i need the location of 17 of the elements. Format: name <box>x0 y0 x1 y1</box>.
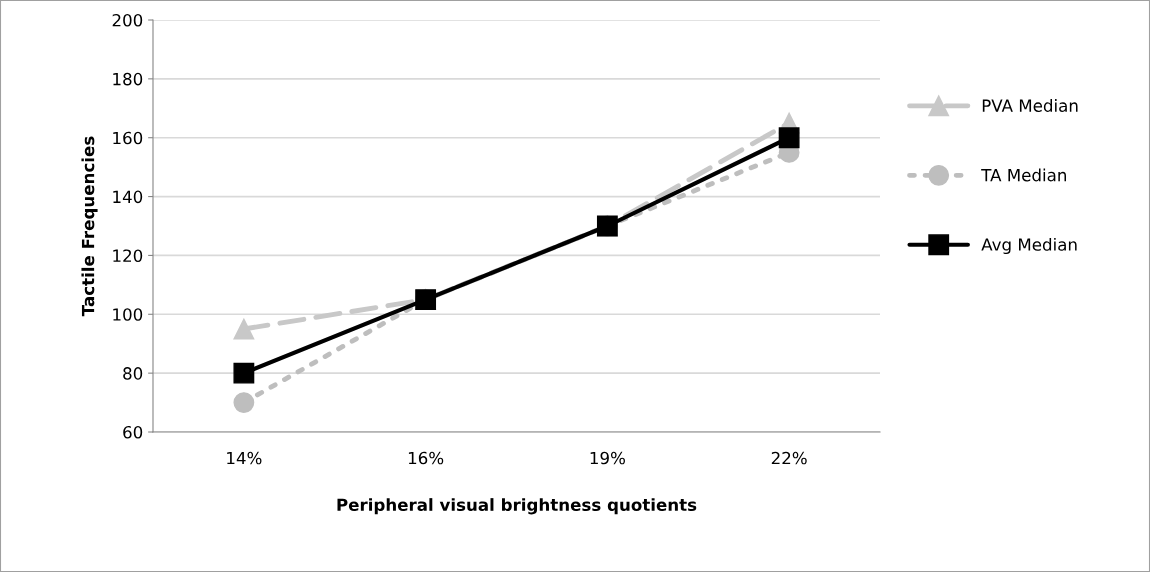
y-tick-label: 180 <box>113 72 143 86</box>
x-tick-label: 14% <box>227 451 262 465</box>
legend-label: PVA Median <box>982 99 1078 112</box>
y-tick-label: 200 <box>112 13 143 27</box>
y-tick-label: 60 <box>123 425 143 439</box>
legend-label: Avg Median <box>981 237 1077 255</box>
y-tick-label: 80 <box>123 367 143 380</box>
x-tick-label: 22% <box>771 451 807 465</box>
y-axis-title: Tactile Frequencies <box>81 136 98 317</box>
y-tick-label: 140 <box>113 190 143 204</box>
x-tick-label: 19% <box>590 451 625 465</box>
legend-label: TA Median <box>981 168 1066 182</box>
x-axis-title: Peripheral visual brightness quotients <box>337 498 697 515</box>
y-tick-label: 120 <box>113 249 143 262</box>
x-tick-label: 16% <box>408 451 444 465</box>
y-tick-label: 100 <box>113 308 143 321</box>
y-tick-label: 160 <box>113 131 143 145</box>
